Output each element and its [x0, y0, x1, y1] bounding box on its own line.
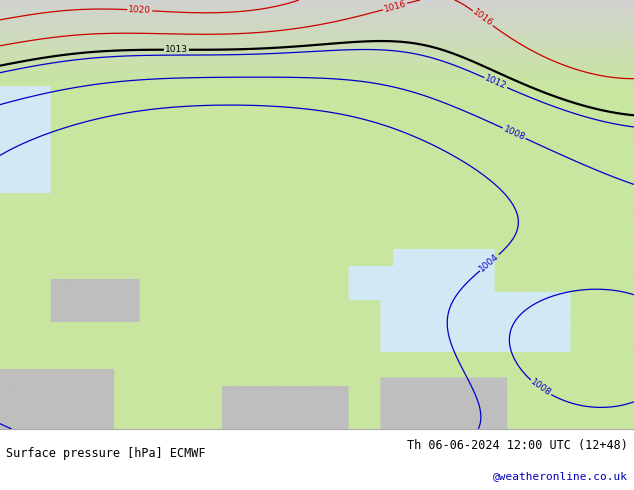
Text: 1004: 1004	[478, 252, 501, 273]
Text: 1008: 1008	[501, 124, 526, 142]
Text: @weatheronline.co.uk: @weatheronline.co.uk	[493, 471, 628, 482]
Text: 1008: 1008	[529, 378, 553, 398]
Text: Th 06-06-2024 12:00 UTC (12+48): Th 06-06-2024 12:00 UTC (12+48)	[407, 440, 628, 452]
Text: 1016: 1016	[471, 8, 495, 29]
Text: Surface pressure [hPa] ECMWF: Surface pressure [hPa] ECMWF	[6, 447, 206, 460]
Text: 1013: 1013	[165, 45, 188, 54]
Text: 1020: 1020	[128, 5, 152, 15]
Text: 1016: 1016	[383, 0, 408, 14]
Text: 1012: 1012	[484, 74, 508, 91]
